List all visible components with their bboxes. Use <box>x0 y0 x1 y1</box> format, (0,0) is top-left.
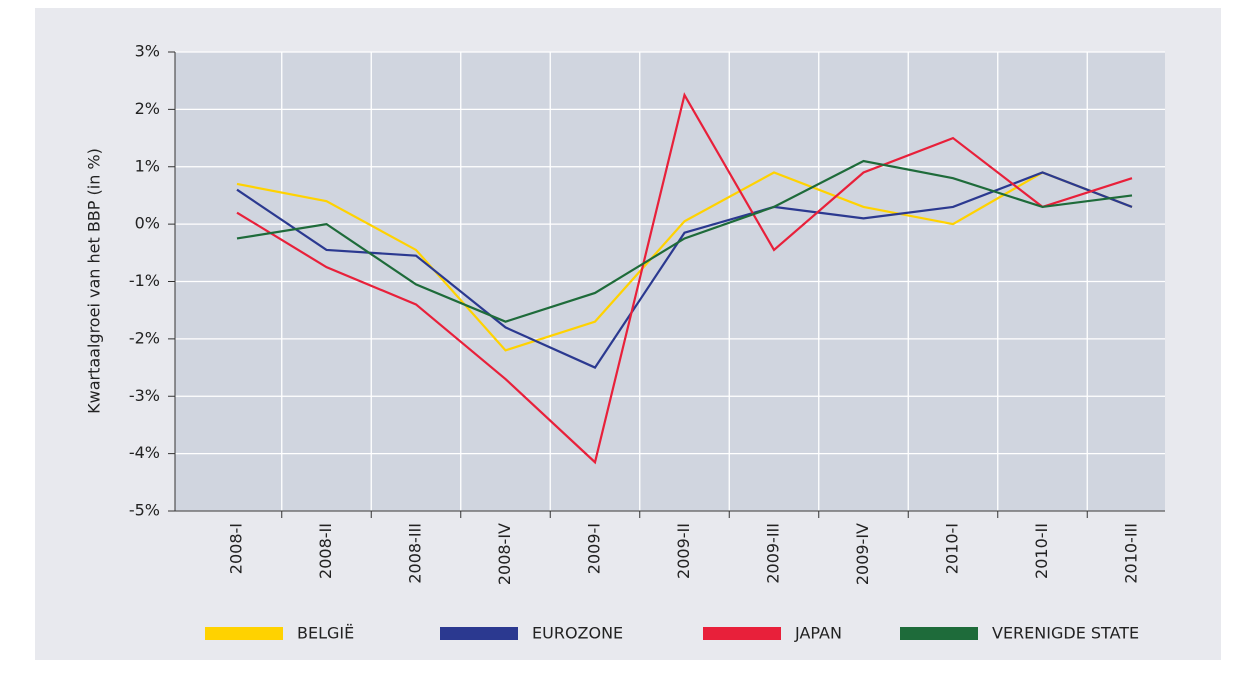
x-tick-label: 2010-II <box>1032 523 1051 579</box>
y-tick-label: -3% <box>129 386 160 405</box>
x-tick-label: 2008-III <box>406 523 425 584</box>
y-tick-label: 1% <box>135 156 160 175</box>
legend-label: VERENIGDE STATE <box>992 624 1139 643</box>
series-line <box>236 171 1133 369</box>
x-tick-label: 2008-II <box>316 523 335 579</box>
series-line <box>236 171 1133 352</box>
x-tick-label: 2009-I <box>585 523 604 574</box>
x-tick-label: 2009-III <box>764 523 783 584</box>
x-tick-label: 2010-III <box>1122 523 1141 584</box>
x-tick-label: 2010-I <box>943 523 962 574</box>
x-tick-label: 2009-II <box>674 523 693 579</box>
y-tick-label: 3% <box>135 42 160 61</box>
legend-label: EUROZONE <box>532 624 623 643</box>
legend-swatch <box>900 627 978 640</box>
y-tick-label: -5% <box>129 501 160 520</box>
legend-swatch <box>440 627 518 640</box>
y-tick-label: -1% <box>129 271 160 290</box>
series-line <box>236 159 1133 323</box>
y-tick-label: 2% <box>135 99 160 118</box>
y-tick-label: 0% <box>135 214 160 233</box>
legend-label: BELGIË <box>297 624 354 643</box>
y-tick-label: -2% <box>129 328 160 347</box>
y-axis-label: Kwartaalgroei van het BBP (in %) <box>85 148 104 414</box>
legend-label: JAPAN <box>794 624 842 643</box>
x-tick-label: 2008-I <box>227 523 246 574</box>
legend-swatch <box>703 627 781 640</box>
legend-swatch <box>205 627 283 640</box>
x-tick-label: 2009-IV <box>853 523 872 585</box>
series-line <box>236 92 1133 465</box>
y-tick-label: -4% <box>129 443 160 462</box>
x-tick-label: 2008-IV <box>495 523 514 585</box>
